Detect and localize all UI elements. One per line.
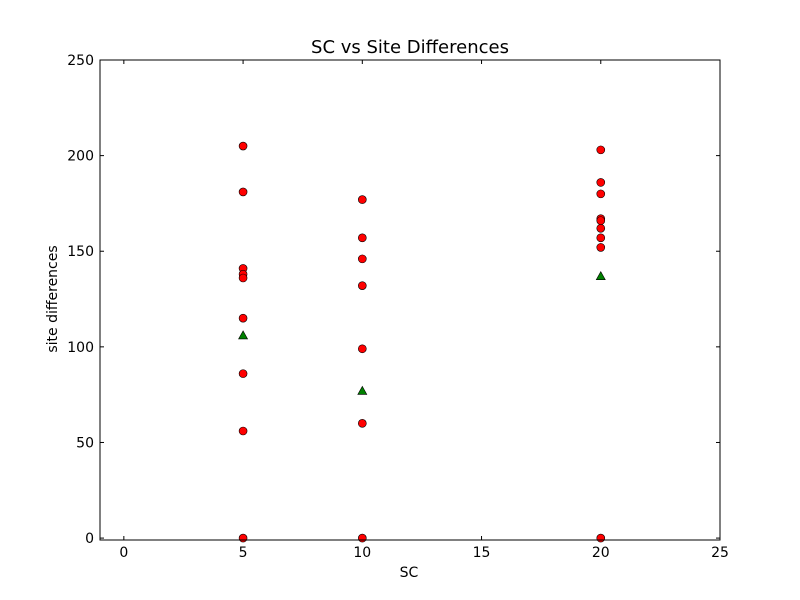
data-point-circle [596, 243, 606, 252]
data-point-circle [596, 189, 606, 199]
y-tick-label: 250 [67, 53, 94, 69]
y-tick-label: 0 [85, 531, 94, 547]
data-point-triangle [595, 270, 606, 280]
y-tick-label: 50 [76, 435, 94, 451]
data-point-circle [596, 223, 606, 233]
chart-title: SC vs Site Differences [311, 37, 509, 58]
data-point-circle [238, 187, 248, 197]
x-tick-label: 0 [119, 545, 128, 561]
data-point-circle [596, 533, 606, 543]
x-tick-label: 10 [353, 545, 371, 561]
data-point-circle [358, 344, 367, 354]
data-point-circle [238, 141, 248, 151]
y-tick-label: 200 [67, 149, 94, 165]
y-axis-label: site differences [45, 245, 61, 352]
data-point-circle [358, 195, 367, 204]
data-point-circle [238, 369, 248, 378]
data-point-circle [596, 178, 606, 187]
x-tick-label: 15 [473, 545, 491, 561]
y-tick-label: 150 [67, 244, 94, 260]
data-point-circle [238, 313, 248, 323]
data-point-circle [238, 533, 248, 543]
axes-frame [99, 59, 721, 541]
x-tick-label: 25 [711, 545, 729, 561]
data-point-circle [358, 533, 367, 543]
data-point-triangle [357, 385, 368, 395]
data-points [238, 141, 606, 543]
data-point-circle [358, 281, 367, 290]
x-tick-label: 20 [592, 545, 610, 561]
data-point-circle [358, 254, 367, 264]
data-point-circle [596, 145, 606, 155]
x-tick-label: 5 [239, 545, 248, 561]
y-tick-label: 100 [67, 340, 94, 356]
data-point-circle [238, 273, 248, 283]
data-point-circle [358, 419, 367, 428]
data-point-circle [358, 233, 367, 243]
x-axis-label: SC [400, 565, 419, 581]
data-point-triangle [238, 330, 249, 340]
data-point-circle [596, 233, 606, 243]
data-point-circle [238, 426, 248, 436]
data-point-circle [596, 216, 606, 225]
